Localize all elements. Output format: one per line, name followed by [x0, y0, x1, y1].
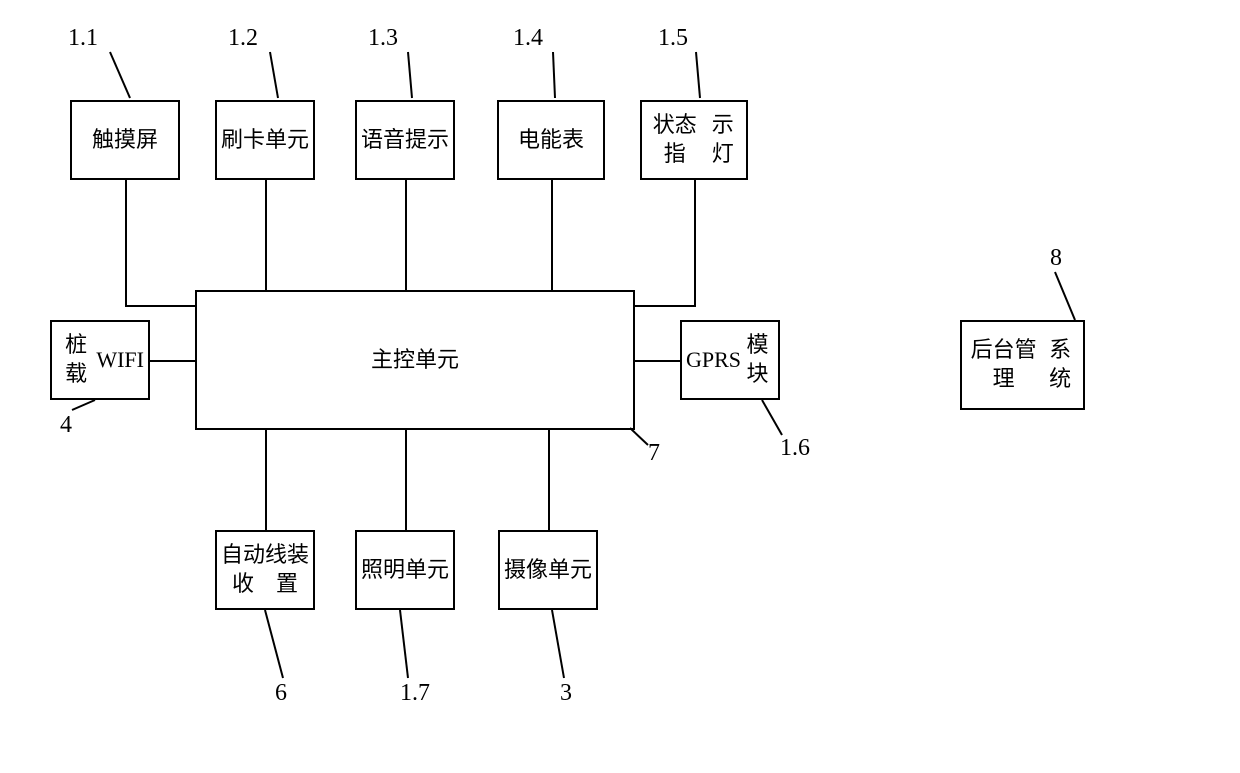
leader-main — [630, 428, 648, 445]
edge-status-v — [694, 180, 696, 305]
node-text: 线装置 — [265, 541, 309, 598]
node-meter: 电能表 — [497, 100, 605, 180]
edge-card — [265, 180, 267, 290]
node-main: 主控单元 — [195, 290, 635, 430]
node-wifi: 桩载WIFI — [50, 320, 150, 400]
node-text: 自动收 — [221, 541, 265, 598]
label-card: 1.2 — [228, 25, 258, 52]
leader-lighting — [400, 610, 408, 678]
leader-gprs — [762, 400, 782, 435]
node-text: 摄像 — [504, 556, 548, 585]
node-text: 单元 — [405, 556, 449, 585]
node-card: 刷卡单元 — [215, 100, 315, 180]
edge-touchscreen-h — [125, 305, 197, 307]
edge-lighting — [405, 430, 407, 530]
node-text: 刷卡 — [221, 126, 265, 155]
leader-touchscreen — [110, 52, 130, 98]
edge-voice — [405, 180, 407, 290]
leader-wifi — [72, 400, 95, 410]
label-wifi: 4 — [60, 412, 72, 439]
label-backend: 8 — [1050, 245, 1062, 272]
node-text: 照明 — [361, 556, 405, 585]
label-voice: 1.3 — [368, 25, 398, 52]
leader-backend — [1055, 272, 1075, 320]
label-touchscreen: 1.1 — [68, 25, 98, 52]
edge-autowire — [265, 430, 267, 530]
label-camera: 3 — [560, 680, 572, 707]
leader-card — [270, 52, 278, 98]
node-text: 示灯 — [704, 111, 742, 168]
edge-status-h — [635, 305, 696, 307]
label-meter: 1.4 — [513, 25, 543, 52]
edge-gprs — [635, 360, 680, 362]
node-text: 触摸屏 — [92, 126, 158, 155]
leader-voice — [408, 52, 412, 98]
label-status: 1.5 — [658, 25, 688, 52]
node-text: 单元 — [265, 126, 309, 155]
node-text: 状态指 — [646, 111, 704, 168]
node-text: WIFI — [96, 346, 144, 375]
label-lighting: 1.7 — [400, 680, 430, 707]
node-status: 状态指示灯 — [640, 100, 748, 180]
node-autowire: 自动收线装置 — [215, 530, 315, 610]
label-autowire: 6 — [275, 680, 287, 707]
edge-touchscreen-v — [125, 180, 127, 305]
label-gprs: 1.6 — [780, 435, 810, 462]
node-text: 模块 — [741, 331, 774, 388]
node-camera: 摄像单元 — [498, 530, 598, 610]
edge-camera — [548, 430, 550, 530]
node-touchscreen: 触摸屏 — [70, 100, 180, 180]
node-text: 系统 — [1041, 336, 1079, 393]
node-lighting: 照明单元 — [355, 530, 455, 610]
leader-camera — [552, 610, 564, 678]
edge-wifi — [150, 360, 195, 362]
node-text: 电能表 — [518, 126, 584, 155]
leader-status — [696, 52, 700, 98]
node-text: 语音 — [361, 126, 405, 155]
node-text: 后台管理 — [966, 336, 1041, 393]
leader-autowire — [265, 610, 283, 678]
node-text: 单元 — [548, 556, 592, 585]
node-text: 主控单元 — [371, 346, 459, 375]
node-gprs: GPRS模块 — [680, 320, 780, 400]
leader-meter — [553, 52, 555, 98]
node-text: GPRS — [686, 346, 741, 375]
label-main: 7 — [648, 440, 660, 467]
edge-meter — [551, 180, 553, 290]
node-backend: 后台管理系统 — [960, 320, 1085, 410]
node-text: 提示 — [405, 126, 449, 155]
node-voice: 语音提示 — [355, 100, 455, 180]
node-text: 桩载 — [56, 331, 96, 388]
